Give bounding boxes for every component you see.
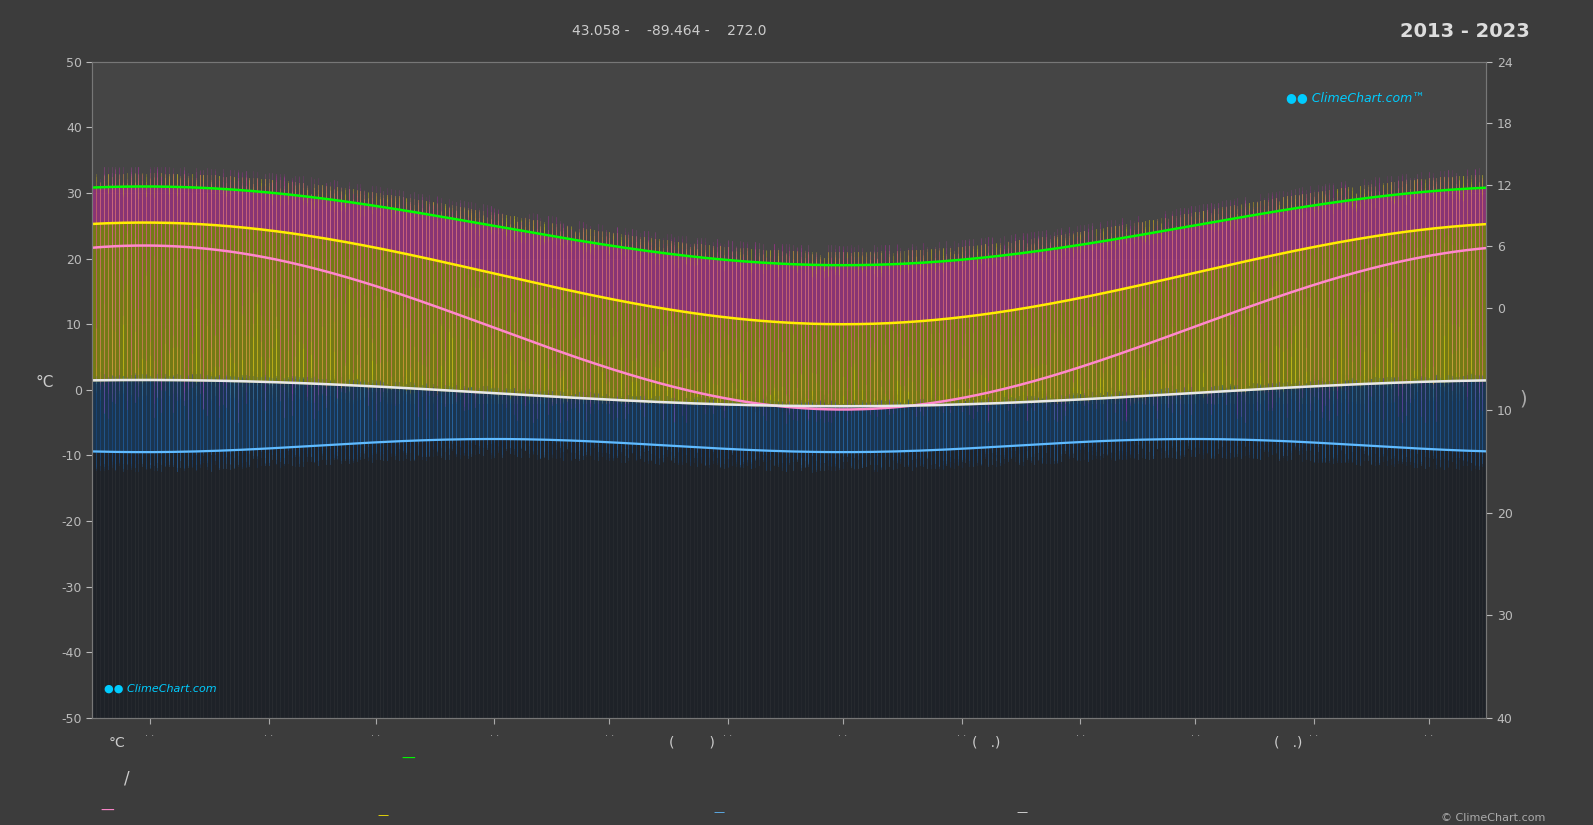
- Text: —: —: [714, 807, 725, 817]
- Text: (        ): ( ): [669, 736, 715, 750]
- Text: 2013 - 2023: 2013 - 2023: [1400, 21, 1529, 41]
- Text: /: /: [124, 770, 131, 788]
- Text: (   .): ( .): [1274, 736, 1303, 750]
- Y-axis label: °C: °C: [35, 375, 54, 390]
- Text: —: —: [100, 804, 115, 818]
- Text: ●● ClimeChart.com™: ●● ClimeChart.com™: [1286, 92, 1426, 104]
- Text: —: —: [378, 810, 389, 820]
- Text: (   .): ( .): [972, 736, 1000, 750]
- Text: © ClimeChart.com: © ClimeChart.com: [1440, 813, 1545, 823]
- Text: °C: °C: [108, 736, 126, 750]
- Y-axis label: ): ): [1520, 390, 1528, 409]
- Text: —: —: [401, 752, 416, 766]
- Text: —: —: [1016, 807, 1027, 817]
- Text: 43.058 -    -89.464 -    272.0: 43.058 - -89.464 - 272.0: [572, 25, 766, 38]
- Text: ●● ClimeChart.com: ●● ClimeChart.com: [104, 684, 217, 694]
